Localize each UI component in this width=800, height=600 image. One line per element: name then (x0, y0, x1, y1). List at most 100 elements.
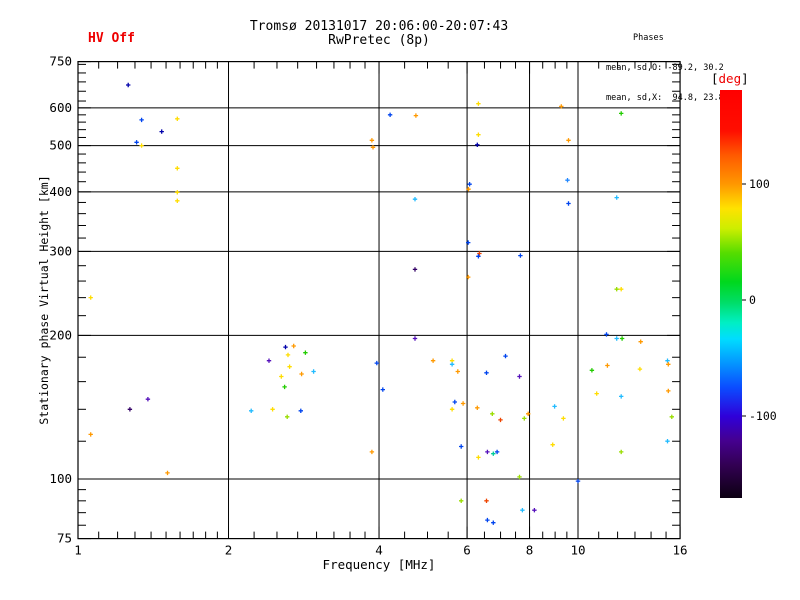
data-point (575, 478, 581, 484)
data-point (517, 374, 522, 379)
x-tick-label: 1 (74, 543, 82, 558)
data-point (139, 117, 144, 123)
colorbar-unit-bracket-open: [ (711, 71, 719, 86)
data-point (476, 101, 481, 106)
colorbar-tick-label: -100 (749, 409, 777, 423)
data-point (449, 362, 455, 367)
data-point (503, 353, 508, 359)
x-tick-label: 10 (570, 543, 585, 558)
data-point (299, 371, 304, 377)
data-point (249, 408, 254, 413)
data-point (387, 112, 393, 117)
data-point (619, 287, 624, 292)
data-point (552, 404, 557, 409)
data-point (134, 140, 139, 145)
data-point (175, 116, 180, 121)
data-point (279, 374, 284, 379)
y-tick-label: 300 (49, 243, 72, 258)
data-point (460, 401, 466, 406)
phase-stats: Phases mean, sd,O: -89.2, 30.2 mean, sd,… (606, 13, 724, 123)
hv-status-label: HV Off (88, 31, 135, 46)
data-point (311, 369, 316, 374)
data-point (374, 360, 379, 366)
data-point (145, 397, 151, 402)
data-point (266, 358, 272, 363)
data-point (475, 142, 480, 147)
data-point (638, 339, 643, 344)
data-point (412, 336, 418, 341)
data-point (88, 295, 93, 300)
data-point (485, 449, 490, 455)
data-point (491, 520, 496, 525)
data-point (666, 362, 671, 367)
data-point (484, 498, 489, 503)
data-point (380, 387, 385, 392)
data-point (270, 407, 275, 412)
data-point (490, 411, 495, 416)
data-point (285, 352, 291, 358)
data-point (459, 498, 464, 503)
x-tick-label: 8 (526, 543, 534, 558)
data-point (466, 274, 471, 280)
data-point (637, 366, 643, 372)
data-point (665, 439, 670, 444)
data-point (669, 414, 674, 419)
x-tick-label: 4 (375, 543, 383, 558)
data-point (477, 251, 482, 256)
data-point (494, 449, 500, 455)
data-point (127, 407, 133, 412)
data-point (566, 138, 571, 143)
y-tick-label: 750 (49, 54, 72, 69)
data-point (370, 145, 376, 150)
data-point (619, 336, 625, 341)
data-point (619, 394, 624, 399)
data-point (452, 399, 457, 405)
data-point (491, 451, 496, 456)
data-point (565, 178, 570, 183)
phase-stats-heading: Phases (633, 33, 664, 43)
data-point (520, 508, 525, 513)
phase-mean-sd-o: mean, sd,O: -89.2, 30.2 (606, 63, 724, 73)
data-point (291, 343, 296, 349)
data-point (298, 408, 303, 413)
data-point (559, 104, 564, 109)
y-tick-label: 75 (57, 531, 72, 546)
y-tick-label: 400 (49, 184, 72, 199)
data-point (88, 432, 93, 437)
x-tick-label: 2 (225, 543, 233, 558)
data-point (139, 143, 144, 148)
data-point (466, 240, 471, 245)
data-point (605, 363, 610, 368)
data-point (283, 344, 288, 350)
y-axis-label: Stationary phase Virtual Height [km] (37, 175, 51, 425)
data-point (467, 182, 472, 187)
colorbar-unit-text: deg (718, 71, 742, 86)
data-point (282, 384, 287, 390)
data-point (666, 388, 671, 394)
colorbar-unit-label: [deg] (711, 71, 749, 86)
data-point (126, 82, 131, 88)
data-point (475, 405, 480, 410)
x-tick-label: 6 (463, 543, 471, 558)
data-point (303, 350, 308, 355)
data-point (517, 474, 522, 480)
data-point (561, 416, 566, 421)
data-point (476, 132, 481, 137)
data-point (614, 287, 619, 292)
data-point (566, 201, 571, 206)
data-point (175, 198, 180, 203)
data-point (498, 417, 503, 423)
data-point (369, 138, 375, 143)
data-point (476, 254, 481, 259)
data-point (412, 267, 418, 272)
data-point (532, 508, 537, 513)
data-point (526, 411, 531, 416)
data-point (159, 129, 164, 134)
data-point (285, 414, 290, 419)
data-point (287, 364, 292, 369)
data-point (619, 449, 624, 455)
data-point (619, 111, 624, 116)
data-point (594, 391, 599, 396)
